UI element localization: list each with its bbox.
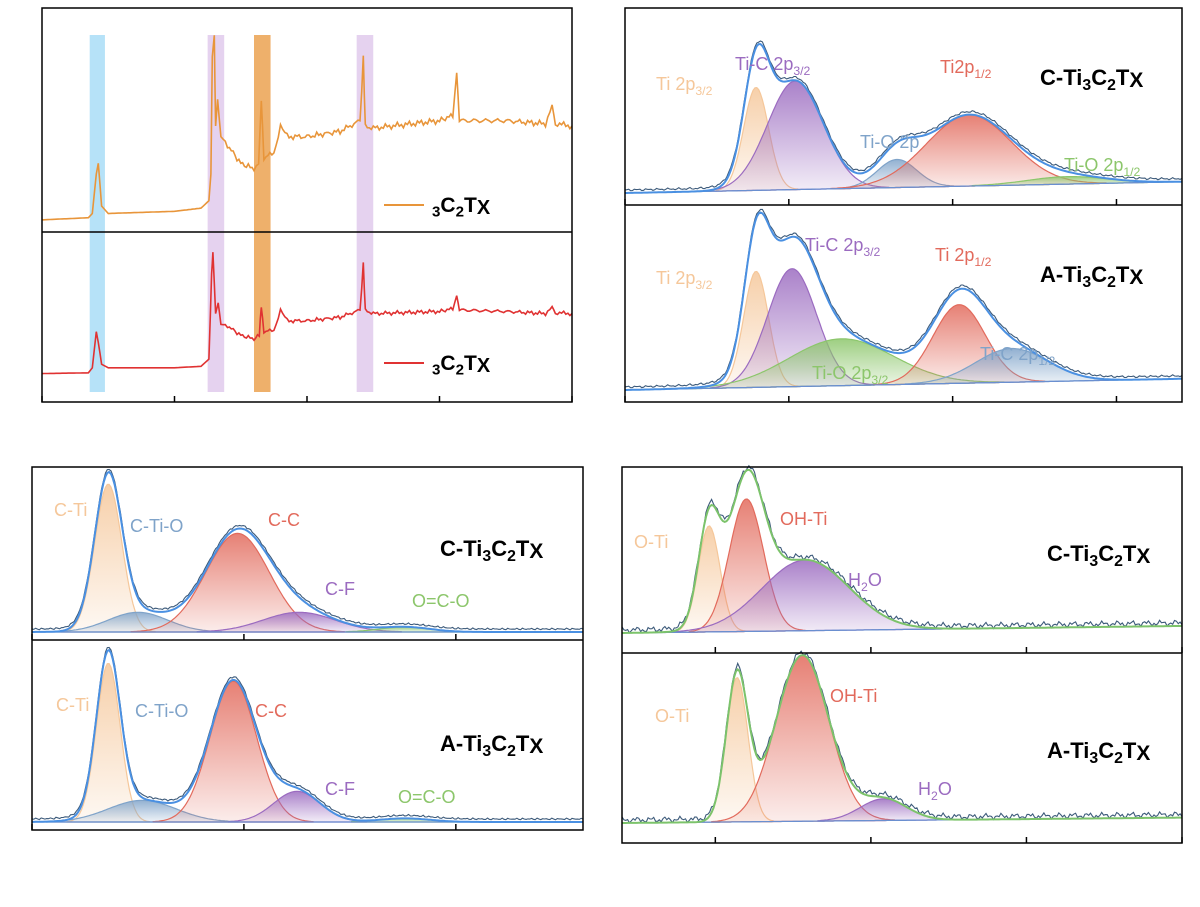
peak-label: C-Ti [56, 695, 89, 715]
peak-label: C-C [255, 701, 287, 721]
fit-envelope [32, 470, 583, 633]
band-2 [254, 35, 271, 392]
peak-label: H2O [848, 570, 882, 594]
fit-envelope [625, 211, 1182, 391]
fit-envelope [622, 654, 1182, 824]
panel-c: C-Ti C-Ti-O C-C C-F O=C-O C-Ti3C2TX C-Ti C-Ti-O… [31, 466, 584, 831]
peak-label: C-F [325, 579, 355, 599]
peak-c-ti [66, 662, 151, 823]
panel-b: Ti 2p3/2 Ti-C 2p3/2 Ti-O 2p Ti2p1/2 Ti-O 2p1… [624, 7, 1183, 403]
peak-label: Ti-O 2p3/2 [812, 363, 889, 387]
peak-label: C-Ti [54, 500, 87, 520]
peak-label: Ti 2p3/2 [656, 268, 713, 292]
fit-envelope [625, 43, 1182, 194]
panel-a: 3C2TX 3C2TX [41, 7, 573, 403]
sample-label: C-Ti3C2TX [1040, 65, 1143, 94]
peak-label: OH-Ti [830, 686, 877, 706]
peak-label: O-Ti [655, 706, 689, 726]
peak-label: Ti 2p1/2 [935, 245, 992, 269]
series-0 [41, 35, 573, 221]
peak-label: Ti2p1/2 [940, 57, 992, 81]
fit-envelope [622, 468, 1183, 634]
peak-label: O=C-O [398, 787, 456, 807]
peak-label: Ti-O 2p1/2 [1064, 155, 1141, 179]
band-3 [356, 35, 374, 392]
experimental-curve [624, 40, 1183, 192]
experimental-curve [624, 208, 1183, 389]
peak-label: OH-Ti [780, 509, 827, 529]
fit-envelope [32, 648, 583, 823]
peak-label: Ti-C 2p3/2 [805, 235, 881, 259]
peak-label: O-Ti [634, 532, 668, 552]
baseline [625, 181, 1182, 194]
series-1 [41, 252, 573, 375]
sample-label: A-Ti3C2TX [440, 731, 543, 760]
sample-label: C-Ti3C2TX [1047, 541, 1150, 570]
peak-label: C-C [268, 510, 300, 530]
peak-label: Ti 2p3/2 [656, 74, 713, 98]
peak-label: Ti-O 2p [860, 132, 919, 152]
sample-label: 3C2TX [432, 194, 491, 221]
peak-label: Ti-C 2p1/2 [980, 344, 1056, 368]
peak-label: C-F [325, 779, 355, 799]
frame-c [31, 466, 584, 831]
sample-label: 3C2TX [432, 352, 491, 379]
sample-label: A-Ti3C2TX [1047, 738, 1150, 767]
band-0 [89, 35, 105, 392]
baseline [625, 378, 1182, 391]
sample-label: C-Ti3C2TX [440, 536, 543, 565]
sample-label: A-Ti3C2TX [1040, 262, 1143, 291]
panel-d: O-Ti OH-Ti H2O C-Ti3C2TX O-Ti OH-Ti H2O A-Ti3C2… [621, 464, 1183, 844]
peak-label: Ti-C 2p3/2 [735, 54, 811, 78]
frame-d [621, 466, 1183, 844]
peak-label: H2O [918, 779, 952, 803]
peak-label: C-Ti-O [135, 701, 188, 721]
peak-label: C-Ti-O [130, 516, 183, 536]
peak-label: O=C-O [412, 591, 470, 611]
frame-a [41, 7, 573, 403]
